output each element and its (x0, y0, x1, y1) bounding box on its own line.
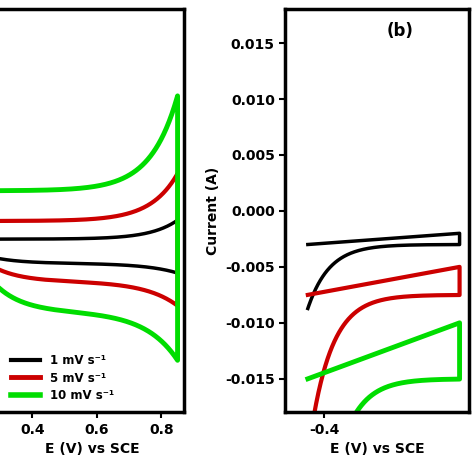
X-axis label: E (V) vs SCE: E (V) vs SCE (330, 442, 425, 456)
Legend: 1 mV s⁻¹, 5 mV s⁻¹, 10 mV s⁻¹: 1 mV s⁻¹, 5 mV s⁻¹, 10 mV s⁻¹ (6, 350, 118, 407)
X-axis label: E (V) vs SCE: E (V) vs SCE (45, 442, 139, 456)
Y-axis label: Current (A): Current (A) (206, 167, 219, 255)
Text: (b): (b) (386, 22, 413, 39)
